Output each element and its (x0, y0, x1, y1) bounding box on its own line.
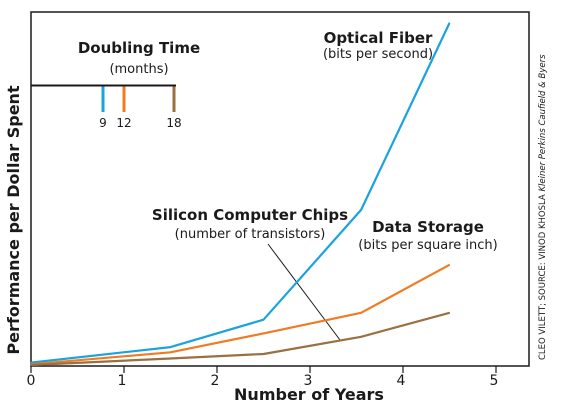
data-point-silicon-computer-chips (448, 312, 451, 314)
data-point-data-storage (262, 332, 265, 335)
credit-prefix: CLEO VILETT; SOURCE: VINOD KHOSLA (538, 192, 548, 360)
data-point-data-storage (448, 264, 451, 266)
silicon-chips-sublabel: (number of transistors) (175, 227, 326, 242)
annotation-data-storage: Data Storage (bits per square inch) (358, 218, 497, 253)
data-storage-label: Data Storage (372, 218, 484, 236)
plot-frame (30, 11, 530, 367)
data-point-optical-fiber (262, 319, 265, 321)
legend-subtitle: (months) (109, 62, 168, 77)
data-point-optical-fiber (169, 346, 172, 348)
optical-fiber-sublabel: (bits per second) (323, 47, 433, 62)
data-point-data-storage (169, 351, 172, 353)
data-point-optical-fiber (360, 209, 362, 211)
x-tick-label: 3 (304, 373, 313, 389)
annotation-silicon-chips: Silicon Computer Chips (number of transi… (152, 206, 348, 341)
data-point-silicon-computer-chips (30, 364, 32, 366)
x-tick-label: 0 (27, 373, 36, 389)
legend-label-9: 9 (99, 116, 107, 130)
x-tick-label: 2 (211, 373, 220, 389)
silicon-chips-leader (267, 243, 341, 341)
x-tick-label: 4 (397, 373, 406, 389)
optical-fiber-label: Optical Fiber (324, 29, 433, 47)
series-line-optical-fiber (30, 22, 451, 364)
legend: Doubling Time (months) 9 12 18 (31, 39, 200, 130)
data-point-silicon-computer-chips (169, 357, 172, 360)
legend-title: Doubling Time (78, 39, 200, 57)
x-tick-label: 1 (118, 373, 127, 389)
data-point-optical-fiber (30, 361, 32, 364)
credit-text: CLEO VILETT; SOURCE: VINOD KHOSLA Kleine… (538, 54, 548, 360)
data-point-data-storage (360, 312, 362, 314)
y-axis-label: Performance per Dollar Spent (4, 85, 23, 355)
data-storage-sublabel: (bits per square inch) (358, 238, 497, 253)
x-axis-label: Number of Years (234, 385, 384, 404)
legend-label-12: 12 (116, 116, 131, 130)
data-point-optical-fiber (448, 22, 451, 24)
data-point-silicon-computer-chips (360, 336, 362, 338)
annotation-optical-fiber: Optical Fiber (bits per second) (323, 29, 433, 62)
series-line-data-storage (30, 263, 451, 366)
legend-label-18: 18 (166, 116, 181, 130)
credit-italic: Kleiner Perkins Caufield & Byers (538, 54, 548, 192)
data-point-silicon-computer-chips (262, 353, 265, 355)
silicon-chips-label: Silicon Computer Chips (152, 206, 348, 224)
x-tick-label: 5 (490, 373, 499, 389)
